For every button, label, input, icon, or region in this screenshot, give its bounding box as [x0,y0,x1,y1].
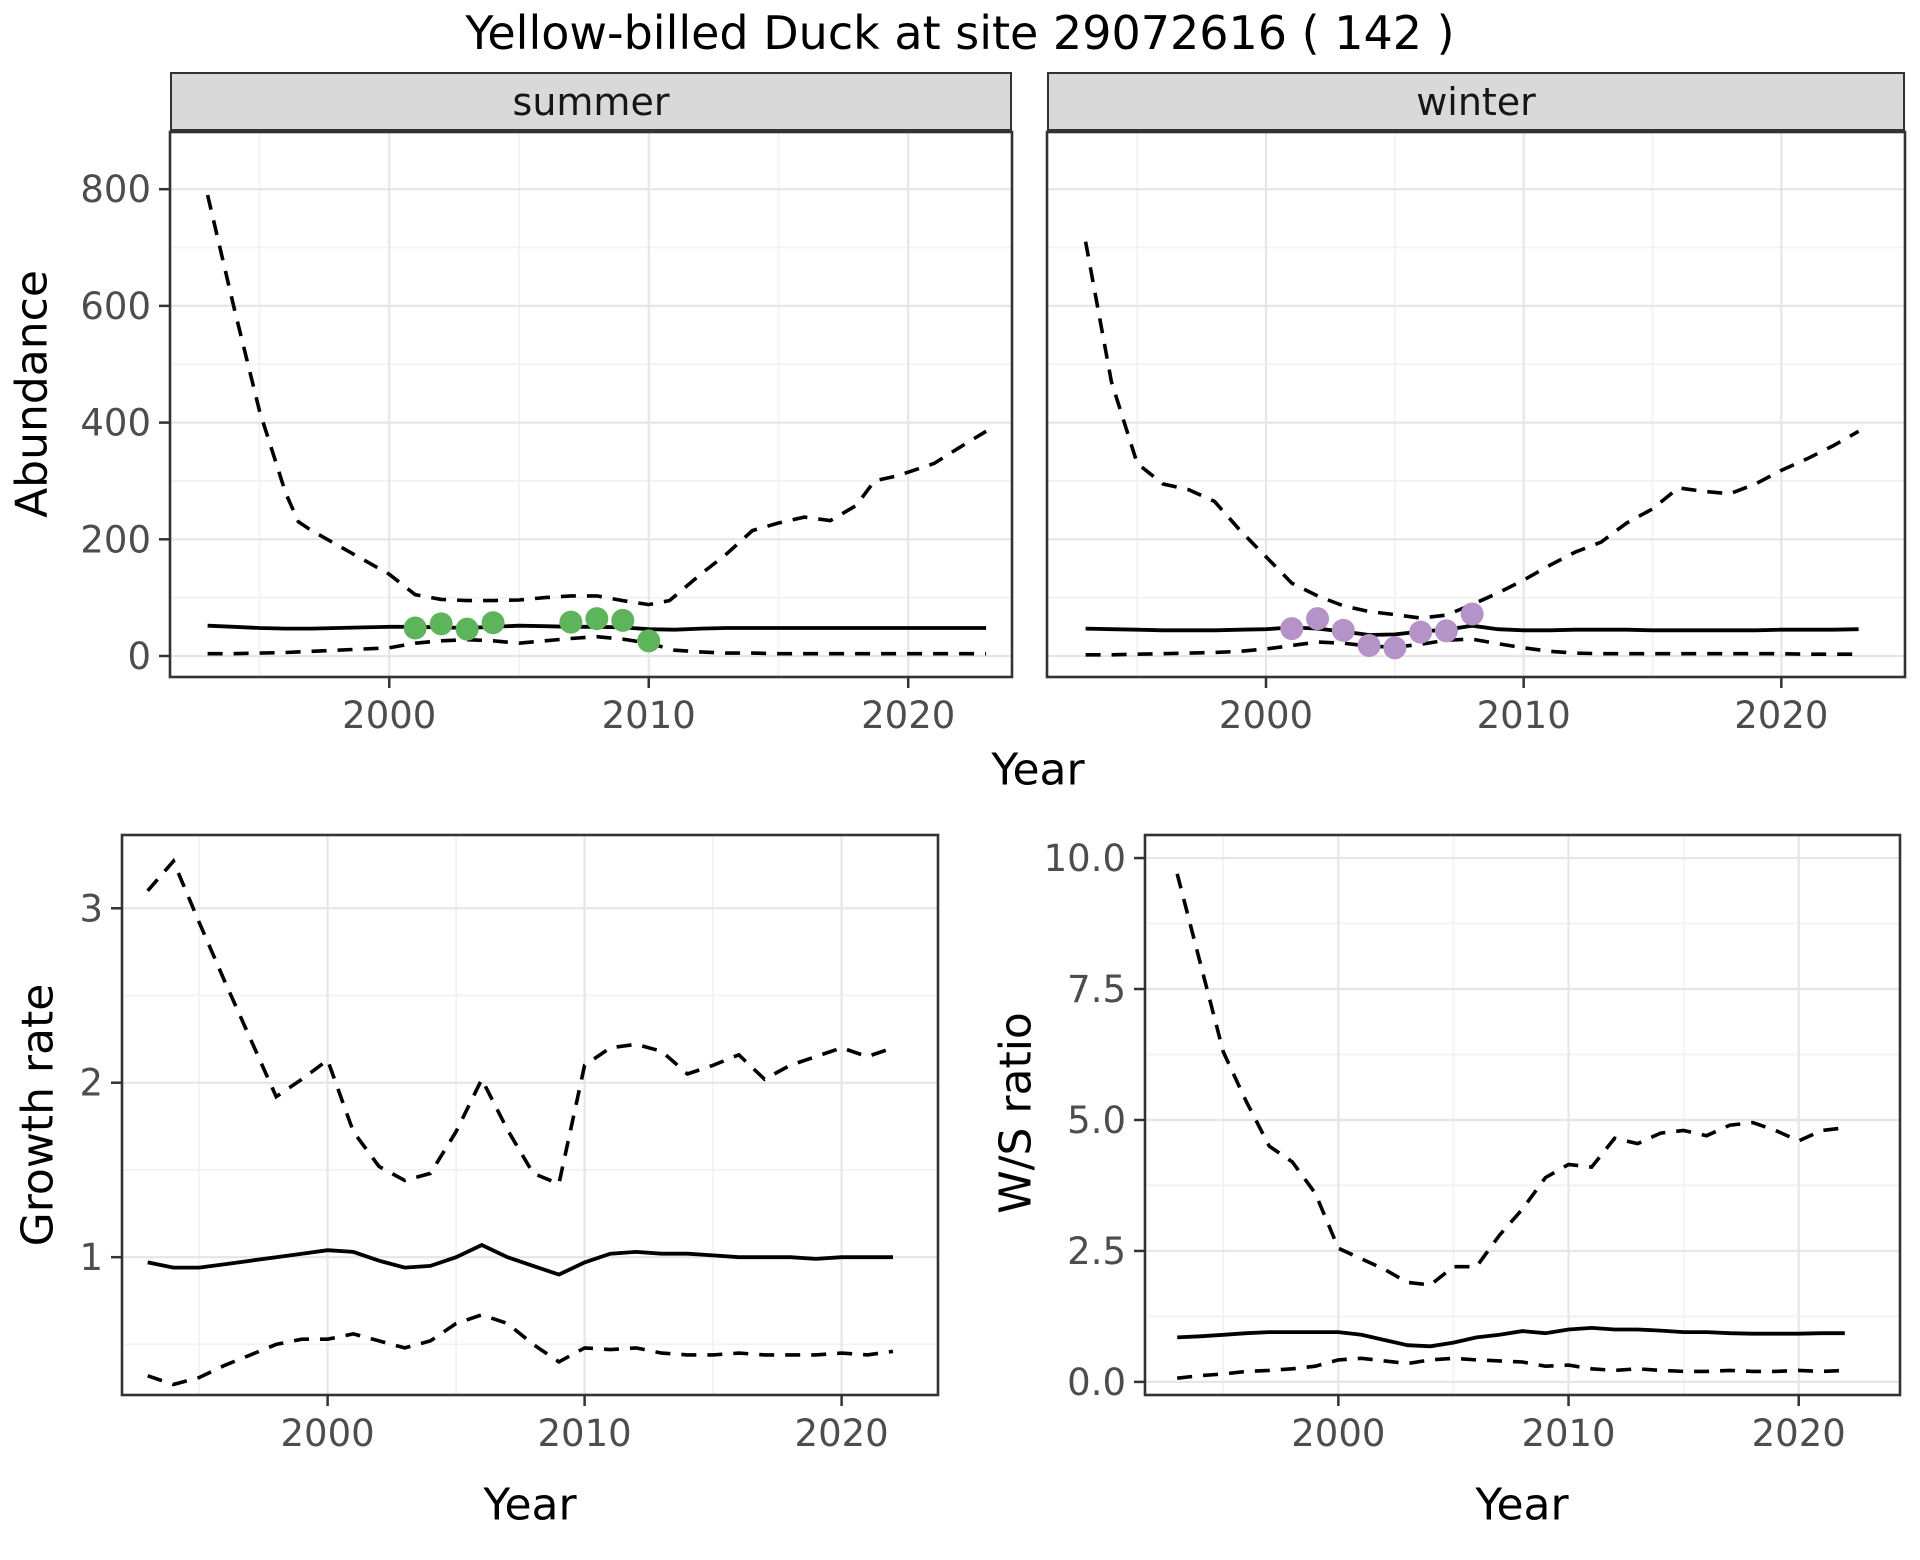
growth-panel-border [120,833,940,1397]
summer-observation-point [403,616,427,640]
summer-upper-ci-line [205,194,988,607]
winter-x-tick-label: 2000 [1219,694,1313,737]
ws-y-tick-label: 7.5 [1067,968,1126,1011]
winter-x-tick-label: 2020 [1734,694,1828,737]
ws-y-tick-label: 5.0 [1067,1099,1126,1142]
summer-panel-border [168,130,1014,679]
summer-y-tick-label: 600 [80,285,151,328]
top-year-axis-title: Year [991,744,1085,796]
ws-y-tick-label: 0.0 [1067,1361,1126,1404]
summer-x-tick-label: 2000 [342,694,436,737]
growth-y-tick-label: 2 [79,1062,103,1105]
winter-upper-ci-line [1083,241,1860,620]
chart-title: Yellow-billed Duck at site 29072616 ( 14… [465,6,1455,60]
summer-x-tick-label: 2020 [861,694,955,737]
summer-observation-point [455,617,479,641]
winter-x-tick-label: 2010 [1477,694,1571,737]
winter-observation-point [1383,636,1407,660]
summer-observation-point [559,610,583,634]
ws-lower-ci-line [1176,1356,1845,1380]
winter-observation-point [1357,633,1381,657]
facet-strip-winter-label: winter [1416,79,1536,124]
ws-y-tick-label: 2.5 [1067,1230,1126,1273]
growth-x-tick-label: 2010 [538,1412,632,1455]
ws-panel-border [1143,833,1902,1397]
summer-y-tick-label: 800 [80,168,151,211]
winter-panel-background [1047,132,1905,677]
ws-year-axis-title: Year [1475,1479,1569,1531]
ws-x-tick-label: 2010 [1521,1412,1615,1455]
summer-lower-ci-line [207,634,987,656]
growth-rate-axis-title: Growth rate [12,983,64,1247]
abundance-axis-title: Abundance [6,270,58,518]
winter-median-line [1085,623,1859,637]
growth-panel-background [122,835,938,1395]
growth-y-tick-label: 1 [79,1236,103,1279]
ws-ratio-axis-title: W/S ratio [990,1012,1042,1214]
winter-observation-point [1434,619,1458,643]
winter-observation-point [1460,602,1484,626]
winter-observation-point [1280,617,1304,641]
growth-median-line [147,1242,893,1277]
summer-x-tick-label: 2010 [602,694,696,737]
ws-x-tick-label: 2000 [1291,1412,1385,1455]
ws-upper-ci-line [1175,873,1846,1287]
summer-y-tick-label: 200 [80,518,151,561]
growth-y-tick-label: 3 [79,887,103,930]
ws-panel-background [1145,835,1900,1395]
summer-observation-point [585,607,609,631]
facet-strip-winter: winter [1047,72,1905,131]
summer-panel-background [170,132,1012,677]
growth-lower-ci-line [147,1312,894,1387]
ws-y-tick-label: 10.0 [1044,837,1126,880]
summer-observation-point [429,612,453,636]
summer-y-tick-label: 400 [80,402,151,445]
summer-observation-point [611,608,635,632]
facet-strip-summer-label: summer [512,79,670,124]
ws-x-tick-label: 2020 [1752,1412,1846,1455]
growth-x-tick-label: 2000 [281,1412,375,1455]
growth-year-axis-title: Year [483,1479,577,1531]
growth-x-tick-label: 2020 [795,1412,889,1455]
facet-strip-summer: summer [170,72,1012,131]
summer-observation-point [637,629,661,653]
winter-panel-border [1045,130,1907,679]
summer-observation-point [481,611,505,635]
winter-observation-point [1409,620,1433,644]
summer-y-tick-label: 0 [127,635,151,678]
winter-observation-point [1331,618,1355,642]
winter-observation-point [1306,607,1330,631]
ws-median-line [1177,1325,1845,1349]
